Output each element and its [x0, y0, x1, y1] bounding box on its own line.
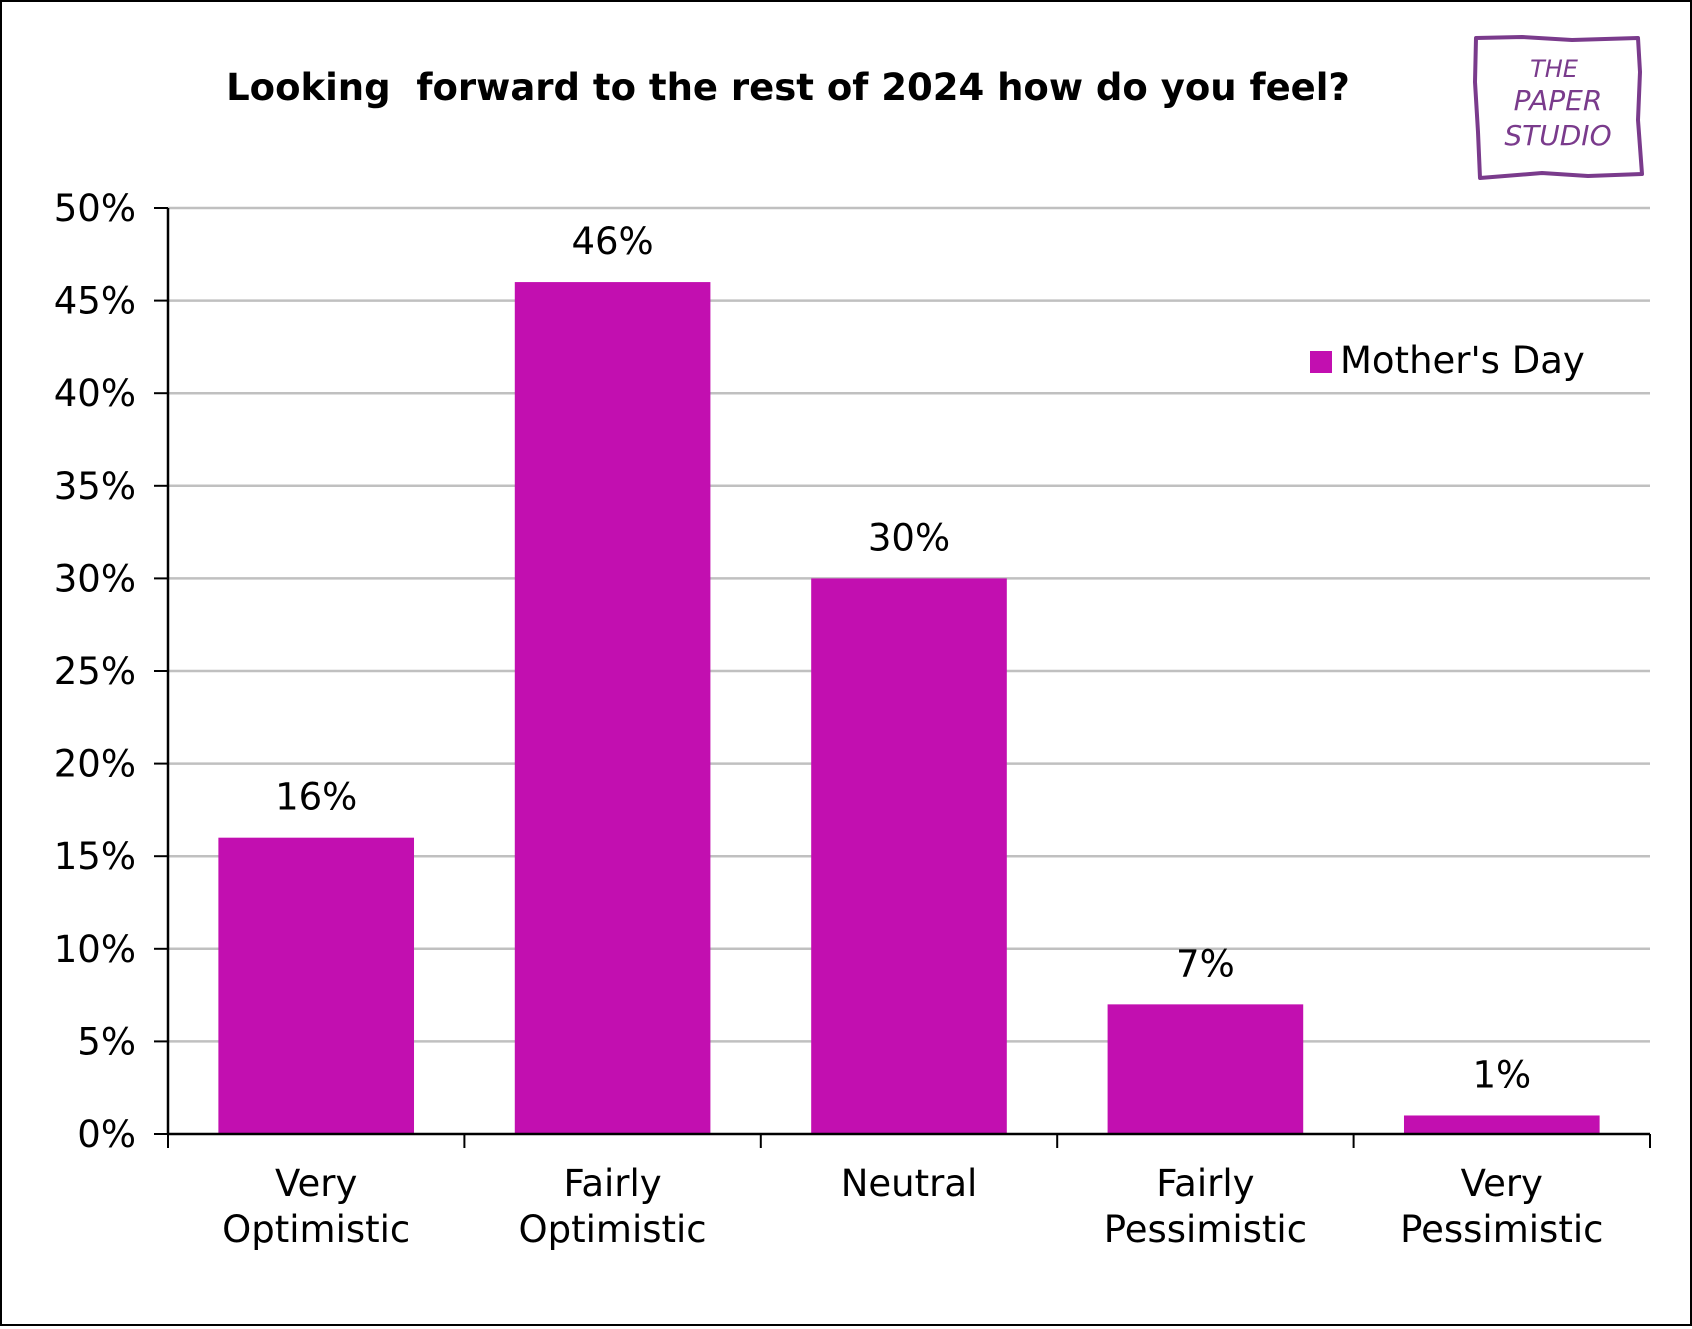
chart-title: Looking forward to the rest of 2024 how …: [226, 66, 1350, 109]
bar: [218, 837, 415, 1134]
y-tick-label: 10%: [54, 928, 136, 971]
y-tick-label: 35%: [54, 465, 136, 508]
data-label: 1%: [1472, 1053, 1531, 1096]
bar: [1107, 1004, 1304, 1134]
x-tick-label: Very Pessimistic: [1400, 1162, 1603, 1251]
x-tick-label: Very Optimistic: [222, 1162, 410, 1251]
logo-line-3: STUDIO: [1504, 119, 1611, 152]
x-tick-label: Neutral: [841, 1162, 978, 1205]
x-axis-labels: Very Optimistic Fairly Optimistic Neutral Fai…: [222, 1162, 1603, 1251]
bar: [514, 282, 711, 1135]
y-tick-label: 0%: [77, 1113, 136, 1156]
bar: [811, 578, 1007, 1134]
y-axis-ticks: 0% 5% 10% 15% 20% 25% 30% 35% 40% 45% 50%: [54, 187, 168, 1156]
y-tick-label: 5%: [77, 1020, 136, 1063]
y-tick-label: 30%: [54, 557, 136, 600]
data-label: 30%: [868, 516, 950, 559]
y-tick-label: 15%: [54, 835, 136, 878]
y-tick-label: 40%: [54, 372, 136, 415]
legend-label-mothers-day: Mother's Day: [1340, 339, 1585, 382]
y-tick-label: 20%: [54, 743, 136, 786]
y-tick-label: 50%: [54, 187, 136, 230]
bars: [218, 282, 1600, 1135]
x-axis: [166, 208, 1651, 1148]
logo-stamp-border: [1473, 35, 1644, 180]
y-tick-label: 25%: [54, 650, 136, 693]
data-label: 7%: [1176, 942, 1235, 985]
x-tick-label: Fairly Optimistic: [519, 1162, 707, 1251]
x-tick-label: Fairly Pessimistic: [1104, 1162, 1307, 1251]
data-label: 46%: [571, 220, 653, 263]
y-tick-label: 45%: [54, 280, 136, 323]
data-labels: 16% 46% 30% 7% 1%: [275, 220, 1531, 1096]
bar: [1403, 1115, 1600, 1134]
data-label: 16%: [275, 776, 357, 819]
logo-line-1: THE: [1530, 55, 1579, 83]
legend: Mother's Day: [1310, 339, 1585, 382]
legend-swatch-mothers-day: [1310, 351, 1332, 373]
logo-line-2: PAPER: [1514, 84, 1603, 117]
paper-studio-logo: THE PAPER STUDIO: [1473, 35, 1644, 180]
